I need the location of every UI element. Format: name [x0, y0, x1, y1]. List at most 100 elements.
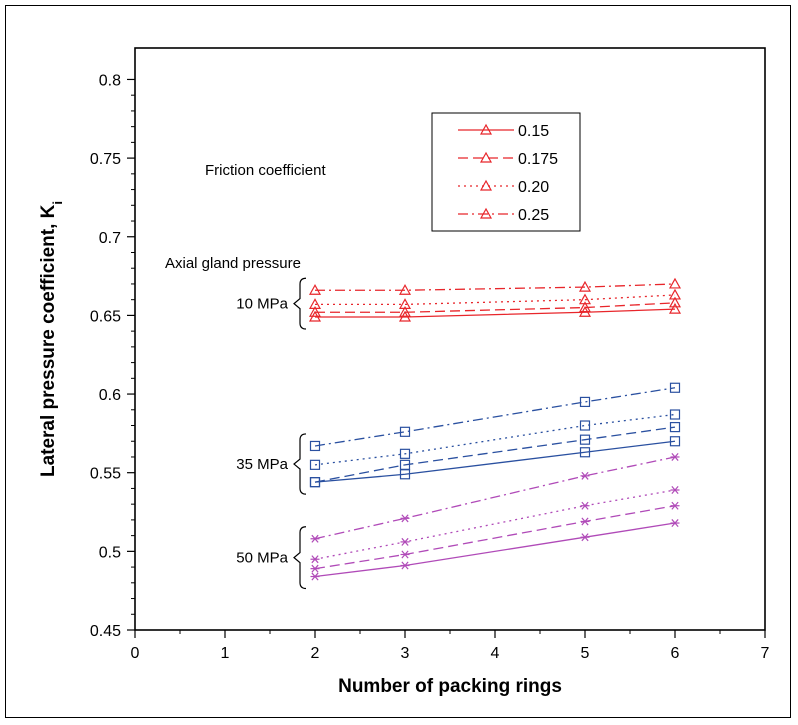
y-tick-label: 0.75 [90, 151, 121, 168]
legend-label: 0.25 [518, 207, 549, 224]
series-line-0.175 [315, 302, 676, 313]
legend-marker [479, 179, 493, 191]
asterisk-stroke [401, 537, 409, 546]
x-axis: 0 1 2 3 4 5 6 7 [131, 630, 770, 662]
data-point-triangle [398, 306, 412, 317]
asterisk-stroke [581, 471, 589, 480]
y-tick-label: 0.45 [90, 623, 121, 640]
asterisk-stroke [311, 564, 319, 573]
y-tick-label: 0.8 [99, 72, 121, 89]
series-group-50-mpa [310, 452, 680, 581]
data-point-square [669, 421, 681, 433]
data-point-triangle [398, 298, 412, 309]
data-point-square [399, 426, 411, 437]
series-line-0.175 [314, 426, 676, 483]
data-point-asterisk [310, 572, 320, 581]
legend-marker [479, 207, 493, 219]
data-point-triangle [578, 293, 592, 305]
asterisk-stroke [581, 501, 589, 510]
x-tick-label: 4 [491, 645, 500, 662]
data-point-square [579, 447, 591, 458]
series-line-0.175 [314, 505, 676, 570]
asterisk-stroke [671, 486, 679, 495]
data-point-square [309, 477, 321, 488]
asterisk-stroke [581, 533, 589, 542]
data-point-asterisk [400, 514, 410, 523]
data-point-asterisk [310, 534, 320, 543]
y-tick-label: 0.5 [99, 544, 121, 561]
data-point-triangle [578, 301, 592, 313]
data-point-triangle [398, 284, 412, 295]
y-axis-title-subscript: i [50, 201, 65, 205]
x-tick-label: 6 [671, 645, 680, 662]
data-point-square [669, 409, 681, 420]
data-point-triangle [578, 280, 592, 292]
asterisk-stroke [581, 517, 589, 526]
legend-marker [479, 123, 493, 135]
data-point-triangle [668, 296, 682, 308]
series-line-0.25 [314, 387, 676, 447]
data-point-asterisk [670, 452, 680, 461]
x-tick-label: 1 [221, 645, 230, 662]
x-tick-label: 2 [311, 645, 320, 662]
asterisk-stroke [401, 561, 409, 570]
data-point-asterisk [670, 519, 680, 528]
series-group-35-mpa [309, 382, 681, 488]
group-title-axial-gland-pressure: Axial gland pressure [165, 255, 301, 272]
series-line-0.15 [314, 522, 676, 578]
asterisk-stroke [671, 519, 679, 528]
legend-marker [479, 151, 493, 163]
data-point-square [399, 448, 411, 459]
x-axis-title: Number of packing rings [338, 676, 562, 697]
y-tick-label: 0.65 [90, 308, 121, 325]
data-point-square [669, 436, 681, 447]
data-point-triangle [308, 306, 322, 317]
group-label: 10 MPa [236, 296, 288, 313]
group-label: 35 MPa [236, 456, 288, 473]
data-point-square [579, 434, 591, 445]
x-tick-label: 5 [581, 645, 590, 662]
series-layer [308, 277, 682, 581]
data-point-asterisk [580, 501, 590, 510]
asterisk-stroke [311, 572, 319, 581]
series-group-10-mpa [308, 277, 682, 322]
x-tick-label: 7 [761, 645, 770, 662]
data-point-square [579, 420, 591, 431]
data-point-triangle [308, 298, 322, 309]
y-axis: 0.45 0.5 0.55 0.6 0.65 0.7 0.75 0.8 [90, 72, 135, 640]
legend-label: 0.175 [518, 151, 558, 168]
series-line-0.25 [315, 283, 676, 291]
series-line-0.25 [314, 456, 676, 540]
group-label: 50 MPa [236, 550, 288, 567]
series-line-0.15 [314, 440, 676, 483]
y-axis-title-main: Lateral pressure coefficient, K [38, 204, 59, 477]
data-point-square [309, 459, 321, 470]
asterisk-stroke [671, 501, 679, 510]
data-point-asterisk [310, 564, 320, 573]
data-point-asterisk [580, 517, 590, 526]
y-tick-label: 0.55 [90, 466, 121, 483]
data-point-triangle [668, 277, 682, 289]
group-brace [293, 433, 307, 495]
data-point-square [669, 382, 681, 393]
data-point-asterisk [580, 471, 590, 480]
figure-frame [5, 5, 791, 718]
group-brace [293, 526, 307, 590]
legend: 0.15 0.175 0.20 0.25 [431, 112, 581, 232]
series-line-0.15 [315, 308, 676, 318]
x-tick-label: 0 [131, 645, 140, 662]
data-point-asterisk [400, 550, 410, 559]
data-point-asterisk [670, 501, 680, 510]
data-point-asterisk [580, 533, 590, 542]
y-tick-label: 0.7 [99, 230, 121, 247]
legend-box [431, 112, 581, 232]
data-point-square [579, 396, 591, 408]
asterisk-stroke [401, 514, 409, 523]
data-point-asterisk [400, 537, 410, 546]
y-tick-label: 0.6 [99, 387, 121, 404]
legend-label: 0.15 [518, 123, 549, 140]
data-point-asterisk [400, 561, 410, 570]
data-point-triangle [668, 288, 682, 300]
group-brace [293, 277, 307, 330]
